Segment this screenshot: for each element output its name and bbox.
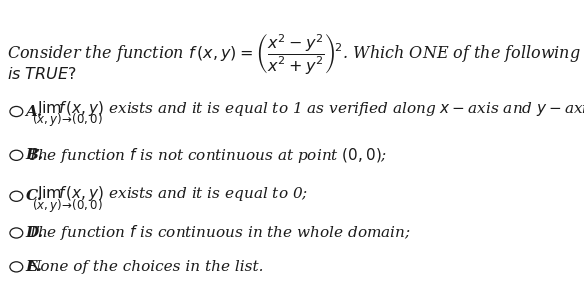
Text: $(x,y)\!\to\!(0,0)$: $(x,y)\!\to\!(0,0)$ [32, 197, 103, 214]
Text: $(x,y)\!\to\!(0,0)$: $(x,y)\!\to\!(0,0)$ [32, 111, 103, 128]
Text: The function $f$ is not continuous at point $(0,0)$;: The function $f$ is not continuous at po… [27, 146, 387, 165]
Text: B.: B. [26, 148, 44, 162]
Text: $f\,(x,y)$ exists and it is equal to 0;: $f\,(x,y)$ exists and it is equal to 0; [58, 184, 308, 203]
Text: A.: A. [26, 105, 43, 119]
Text: D.: D. [26, 226, 44, 240]
Text: $\lim$: $\lim$ [37, 100, 62, 117]
Text: Consider the function $f\,(x,y) = \left(\dfrac{x^2 - y^2}{x^2 + y^2}\right)^{\!2: Consider the function $f\,(x,y) = \left(… [7, 31, 584, 76]
Text: The function $f$ is continuous in the whole domain;: The function $f$ is continuous in the wh… [27, 223, 411, 242]
Text: $f\,(x,y)$ exists and it is equal to 1 as verified along $x-$axis and $y-$axis;: $f\,(x,y)$ exists and it is equal to 1 a… [58, 99, 584, 118]
Text: $\lim$: $\lim$ [37, 185, 62, 202]
Text: E.: E. [26, 260, 43, 274]
Text: None of the choices in the list.: None of the choices in the list. [27, 260, 263, 274]
Text: C.: C. [26, 189, 43, 203]
Text: $\mathit{is\ TRUE?}$: $\mathit{is\ TRUE?}$ [7, 66, 77, 83]
